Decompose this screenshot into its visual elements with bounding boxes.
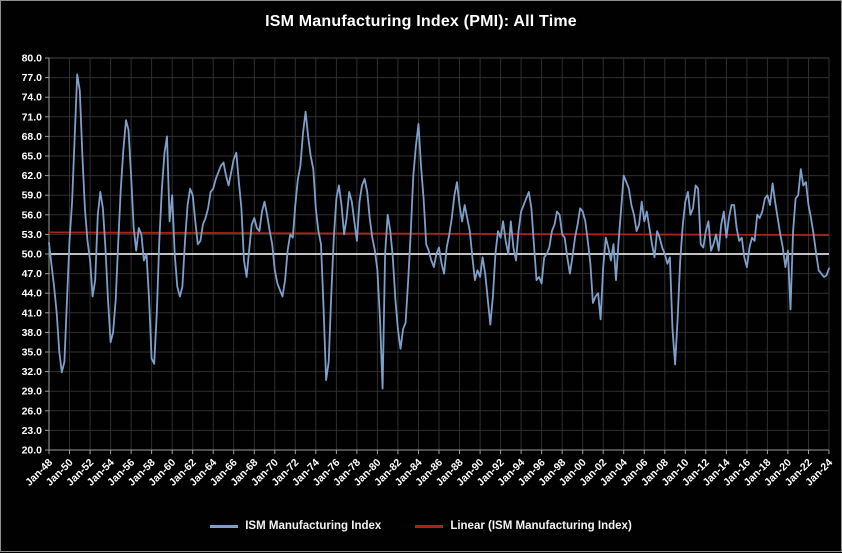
y-tick-label: 68.0 — [22, 131, 43, 143]
legend-label-ism: ISM Manufacturing Index — [245, 520, 382, 532]
y-tick-label: 50.0 — [22, 249, 43, 261]
chart-legend: ISM Manufacturing Index Linear (ISM Manu… — [1, 512, 841, 540]
y-tick-label: 53.0 — [22, 229, 43, 241]
y-tick-label: 62.0 — [22, 170, 43, 182]
y-tick-label: 80.0 — [22, 53, 43, 65]
y-tick-label: 56.0 — [22, 209, 43, 221]
y-tick-label: 38.0 — [22, 327, 43, 339]
y-tick-label: 77.0 — [22, 72, 43, 84]
y-tick-label: 47.0 — [22, 268, 43, 280]
y-tick-label: 41.0 — [22, 307, 43, 319]
y-tick-label: 26.0 — [22, 405, 43, 417]
series-line-swatch — [210, 524, 239, 528]
trend-line — [48, 231, 830, 237]
y-tick-label: 59.0 — [22, 190, 43, 202]
y-tick-label: 32.0 — [22, 366, 43, 378]
y-tick-label: 35.0 — [22, 347, 43, 359]
y-tick-label: 29.0 — [22, 386, 43, 398]
y-tick-label: 20.0 — [22, 445, 43, 457]
trend-line-swatch — [415, 524, 444, 528]
legend-item-linear: Linear (ISM Manufacturing Index) — [415, 520, 632, 532]
pmi-series-line — [48, 73, 830, 390]
y-tick-label: 71.0 — [22, 111, 43, 123]
y-tick-label: 44.0 — [22, 288, 43, 300]
legend-label-linear: Linear (ISM Manufacturing Index) — [450, 520, 632, 532]
legend-item-ism: ISM Manufacturing Index — [210, 520, 381, 532]
y-tick-label: 74.0 — [22, 92, 43, 104]
chart-title: ISM Manufacturing Index (PMI): All Time — [265, 13, 577, 30]
y-tick-label: 65.0 — [22, 151, 43, 163]
y-tick-label: 23.0 — [22, 425, 43, 437]
